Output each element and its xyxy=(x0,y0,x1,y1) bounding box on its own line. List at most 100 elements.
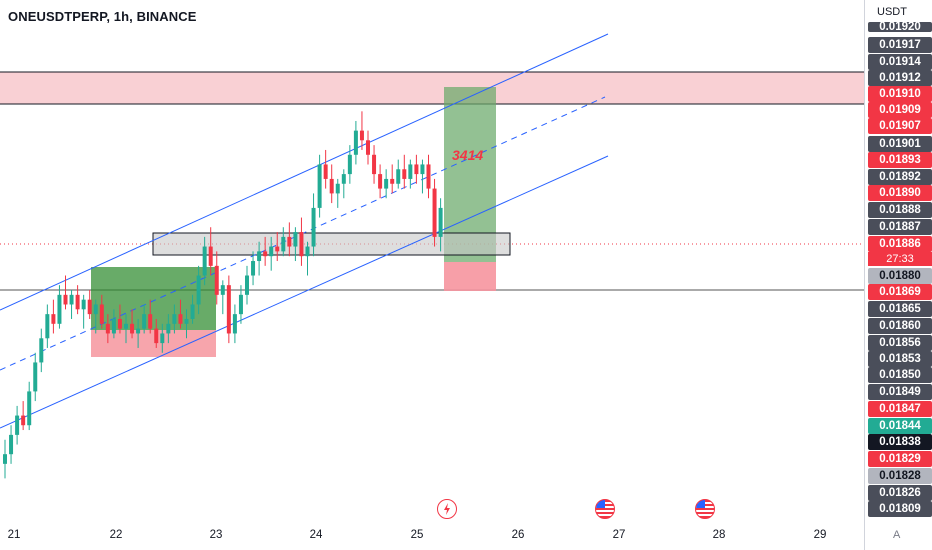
auto-scale-button[interactable]: A xyxy=(893,529,901,541)
price-label: 0.01920 xyxy=(868,22,932,32)
candle-body xyxy=(220,285,225,295)
time-axis-label: 22 xyxy=(109,529,123,541)
chart-area[interactable]: 3414 xyxy=(0,0,864,550)
candle-body xyxy=(45,314,50,339)
candle-body xyxy=(396,169,401,184)
price-label: 0.01826 xyxy=(868,485,932,501)
candle-body xyxy=(238,294,243,315)
channel-upper-line xyxy=(0,33,609,311)
price-scale[interactable]: USDT 0.01920 0.01917 0.01914 0.01912 0.01910… xyxy=(864,0,932,550)
candle-body xyxy=(33,362,38,392)
candle-body xyxy=(3,454,7,464)
candle-body xyxy=(414,164,419,175)
candle-body xyxy=(281,236,286,252)
candle-body xyxy=(27,391,32,426)
candle-body xyxy=(69,294,74,305)
time-axis-label: 29 xyxy=(813,529,827,541)
candle-body xyxy=(390,178,395,184)
price-label: 0.01853 xyxy=(868,351,932,367)
time-axis-label: 27 xyxy=(612,529,626,541)
time-axis-label: 25 xyxy=(410,529,424,541)
candle-body xyxy=(438,207,443,237)
bar-countdown: 27:33 xyxy=(868,252,932,266)
candle-body xyxy=(21,415,26,426)
candle-body xyxy=(111,318,116,334)
candle-body xyxy=(347,154,352,175)
us-flag-event-icon[interactable] xyxy=(695,499,715,519)
target-annotation: 3414 xyxy=(452,147,483,163)
candle-body xyxy=(15,415,20,435)
position-2-stop-zone xyxy=(444,262,496,291)
candle-body xyxy=(408,164,413,179)
candle-body xyxy=(335,183,340,194)
candle-body xyxy=(63,294,68,305)
candle-body xyxy=(99,304,104,324)
candle-body xyxy=(142,314,147,329)
price-label: 0.01869 xyxy=(868,284,932,300)
price-label: 0.01887 xyxy=(868,219,932,235)
candle-body xyxy=(172,314,177,324)
candle-body xyxy=(87,299,92,315)
price-label: 0.01860 xyxy=(868,318,932,334)
candle-body xyxy=(305,246,310,257)
price-label: 0.01847 xyxy=(868,401,932,417)
price-label: 0.01888 xyxy=(868,202,932,218)
resistance-zone xyxy=(0,72,864,104)
candle-body xyxy=(257,251,262,262)
time-axis-label: 21 xyxy=(7,529,21,541)
candle-body xyxy=(202,246,207,276)
candle-body xyxy=(57,294,62,324)
price-label: 0.01909 xyxy=(868,102,932,118)
price-label: 0.01901 xyxy=(868,136,932,152)
candle-body xyxy=(232,314,237,334)
candle-body xyxy=(208,246,213,266)
candle-body xyxy=(311,207,316,247)
candle-body xyxy=(105,323,110,334)
price-unit: USDT xyxy=(877,6,907,18)
position-1-stop-zone xyxy=(91,330,216,357)
price-label: 0.01893 xyxy=(868,152,932,168)
candle-body xyxy=(426,164,431,189)
lightning-event-icon[interactable] xyxy=(437,499,457,519)
candle-body xyxy=(196,275,201,305)
price-label: 0.01856 xyxy=(868,335,932,351)
candle-body xyxy=(190,304,195,319)
price-label: 0.01829 xyxy=(868,451,932,467)
symbol-title: ONEUSDTPERP, 1h, BINANCE xyxy=(8,9,197,24)
candle-body xyxy=(293,232,298,247)
candle-body xyxy=(353,130,358,155)
candle-body xyxy=(359,130,364,141)
price-label: 0.01850 xyxy=(868,367,932,383)
candle-body xyxy=(130,323,135,334)
us-flag-event-icon[interactable] xyxy=(595,499,615,519)
time-axis-label: 28 xyxy=(712,529,726,541)
price-label: 0.01880 xyxy=(868,268,932,284)
price-label: 0.01886 xyxy=(868,236,932,252)
candle-body xyxy=(366,140,370,155)
candle-body xyxy=(372,154,377,175)
candle-body xyxy=(420,164,425,175)
candle-body xyxy=(184,318,189,324)
price-label: 0.01907 xyxy=(868,118,932,134)
candle-body xyxy=(136,328,141,334)
candle-body xyxy=(75,294,80,310)
price-label: 0.01865 xyxy=(868,301,932,317)
candle-body xyxy=(378,174,383,189)
candle-body xyxy=(299,232,304,257)
candle-body xyxy=(81,299,86,310)
candle-body xyxy=(323,164,328,179)
candle-body xyxy=(178,314,183,324)
time-axis-label: 24 xyxy=(309,529,323,541)
candle-body xyxy=(329,178,334,194)
price-label: 0.01849 xyxy=(868,384,932,400)
candle-body xyxy=(341,174,346,184)
price-label: 0.01912 xyxy=(868,70,932,86)
candle-body xyxy=(9,434,14,455)
price-label: 0.01828 xyxy=(868,468,932,484)
candle-body xyxy=(402,169,407,179)
time-axis-label: 23 xyxy=(209,529,223,541)
candle-body xyxy=(214,265,219,295)
candle-body xyxy=(269,246,274,257)
candle-body xyxy=(432,188,437,237)
candle-body xyxy=(287,236,292,247)
